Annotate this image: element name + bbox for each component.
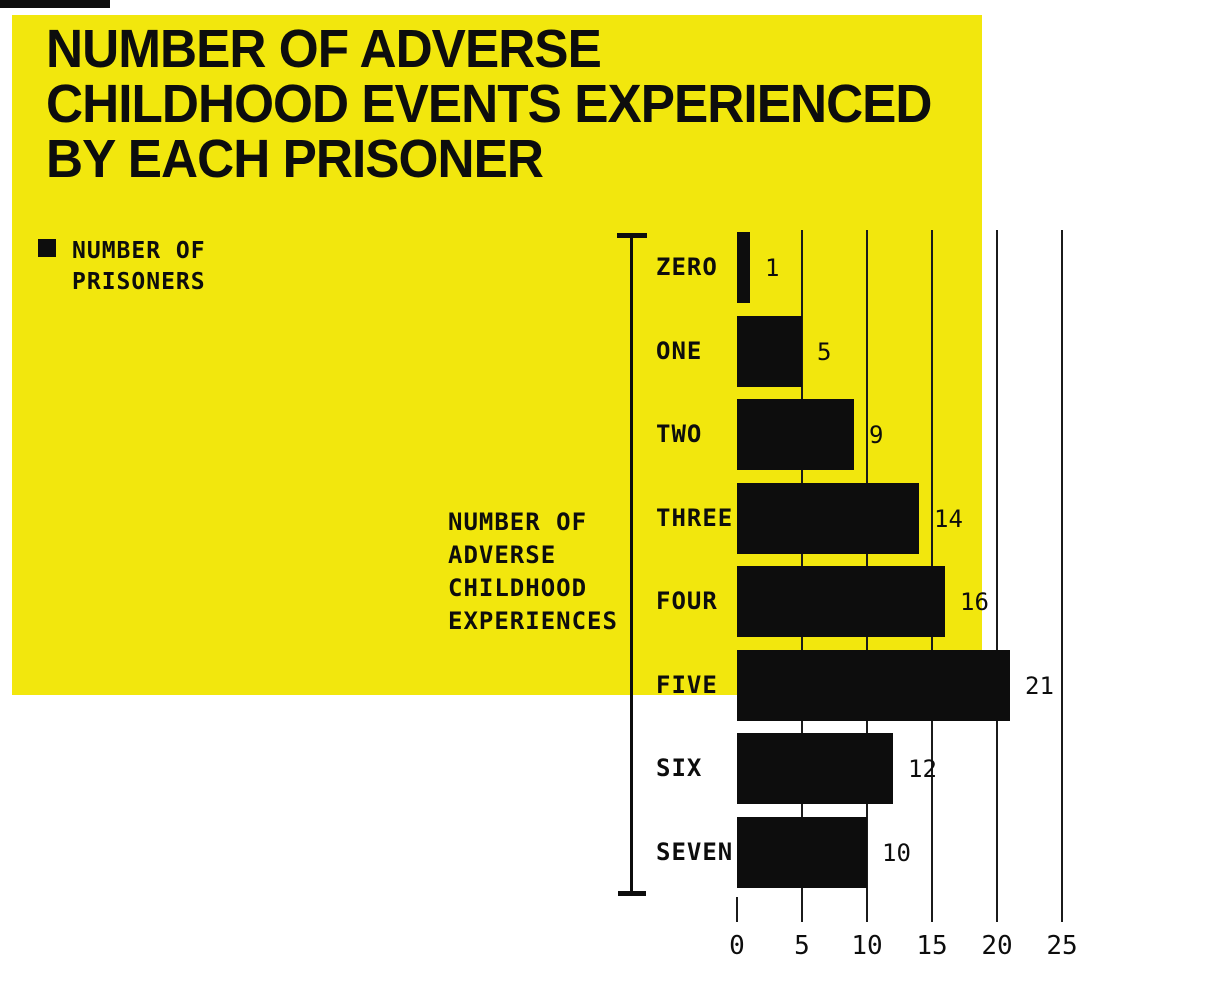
value-label-seven: 10	[882, 839, 911, 867]
legend-label: NUMBER OF PRISONERS	[72, 236, 206, 298]
x-axis-tick-label-25: 25	[1046, 931, 1078, 961]
x-axis-tick-10	[866, 897, 868, 922]
y-axis-title-line-2: ADVERSE	[448, 541, 557, 569]
legend-label-line-2: PRISONERS	[72, 269, 206, 295]
value-label-five: 21	[1025, 672, 1054, 700]
category-label-two: TWO	[656, 420, 703, 448]
bar-zero	[737, 232, 750, 303]
value-label-six: 12	[908, 755, 937, 783]
y-axis-title-line-3: CHILDHOOD	[448, 574, 588, 602]
category-label-six: SIX	[656, 754, 703, 782]
bar-one	[737, 316, 802, 387]
corner-mark	[0, 0, 110, 8]
value-label-zero: 1	[765, 254, 780, 282]
value-label-two: 9	[869, 421, 884, 449]
category-axis-line	[630, 234, 633, 896]
y-axis-title: NUMBER OF ADVERSE CHILDHOOD EXPERIENCES	[448, 506, 618, 638]
chart-title-line-2: CHILDHOOD EVENTS EXPERIENCED	[46, 74, 932, 134]
category-axis-bottom-cap	[618, 891, 646, 896]
y-axis-title-line-1: NUMBER OF	[448, 508, 588, 536]
legend-swatch-icon	[38, 239, 56, 257]
bar-four	[737, 566, 945, 637]
gridline-25	[1061, 230, 1063, 922]
bar-seven	[737, 817, 867, 888]
legend: NUMBER OF PRISONERS	[38, 236, 206, 298]
chart-title-line-3: BY EACH PRISONER	[46, 129, 544, 189]
y-axis-title-line-4: EXPERIENCES	[448, 607, 618, 635]
value-label-four: 16	[960, 588, 989, 616]
value-label-three: 14	[934, 505, 963, 533]
x-axis-tick-label-0: 0	[729, 931, 745, 961]
legend-label-line-1: NUMBER OF	[72, 238, 206, 264]
category-label-three: THREE	[656, 504, 734, 532]
x-axis-tick-5	[801, 897, 803, 922]
bar-two	[737, 399, 854, 470]
bar-three	[737, 483, 919, 554]
bar-six	[737, 733, 893, 804]
x-axis-tick-label-20: 20	[981, 931, 1013, 961]
x-axis-tick-0	[736, 897, 738, 922]
chart-title: NUMBER OF ADVERSE CHILDHOOD EVENTS EXPER…	[46, 22, 932, 187]
gridline-20	[996, 230, 998, 922]
category-label-zero: ZERO	[656, 253, 718, 281]
value-label-one: 5	[817, 338, 832, 366]
bar-five	[737, 650, 1010, 721]
x-axis-tick-15	[931, 897, 933, 922]
category-label-one: ONE	[656, 337, 703, 365]
category-axis-top-cap	[617, 233, 647, 238]
category-label-seven: SEVEN	[656, 838, 734, 866]
category-label-five: FIVE	[656, 671, 718, 699]
x-axis-tick-label-5: 5	[794, 931, 810, 961]
chart-title-line-1: NUMBER OF ADVERSE	[46, 19, 602, 79]
category-label-four: FOUR	[656, 587, 718, 615]
x-axis-tick-label-10: 10	[851, 931, 883, 961]
x-axis-tick-25	[1061, 897, 1063, 922]
x-axis-tick-label-15: 15	[916, 931, 948, 961]
x-axis-tick-20	[996, 897, 998, 922]
